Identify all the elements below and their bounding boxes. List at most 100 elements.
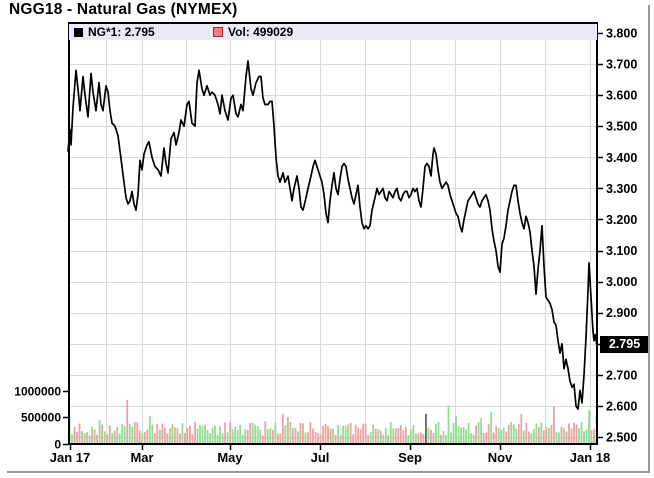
volume-bar — [367, 435, 370, 444]
volume-bar — [309, 421, 312, 444]
date-tick-label: Sep — [398, 450, 422, 465]
volume-bar — [515, 428, 518, 444]
volume-bar — [153, 433, 156, 444]
price-line — [67, 60, 598, 410]
volume-bar — [470, 433, 472, 444]
volume-bar — [314, 432, 317, 444]
volume-bar — [527, 431, 530, 444]
volume-bar — [146, 429, 149, 444]
volume-bar — [354, 424, 357, 444]
plot-border — [68, 22, 598, 445]
volume-bar — [500, 429, 503, 444]
volume-bar — [196, 428, 199, 444]
image-border-right — [648, 5, 650, 473]
volume-bar — [573, 422, 575, 444]
volume-bar — [339, 434, 342, 444]
volume-bar — [337, 425, 339, 444]
volume-bar — [359, 429, 362, 444]
volume-bar — [113, 430, 116, 444]
volume-bar — [394, 428, 397, 444]
volume-bar — [553, 406, 555, 444]
volume-bar — [425, 413, 427, 444]
volume-bar — [319, 434, 322, 444]
volume-bar — [442, 430, 445, 444]
volume-bar — [344, 426, 347, 444]
legend-item-volume: Vol: 499029 — [213, 24, 293, 40]
volume-bar — [148, 416, 151, 444]
volume-bar — [271, 429, 274, 444]
price-tick-label: 2.500 — [606, 431, 637, 445]
volume-bar — [101, 424, 104, 444]
volume-bar — [88, 435, 91, 444]
volume-bar — [106, 434, 109, 444]
volume-bar — [166, 433, 169, 444]
volume-bar — [412, 425, 415, 444]
volume-bar — [427, 427, 430, 444]
axis-ticks — [63, 32, 603, 450]
volume-bar — [98, 420, 101, 444]
volume-bar — [437, 422, 440, 444]
gridlines — [69, 23, 597, 444]
volume-bar — [480, 418, 483, 444]
volume-bar — [161, 423, 164, 444]
volume-bar — [171, 424, 174, 444]
volume-bar — [229, 422, 232, 444]
volume-bar — [447, 405, 450, 444]
image-border-bottom — [7, 471, 650, 473]
volume-bar — [542, 430, 545, 444]
volume-bar — [450, 432, 452, 444]
date-tick-label: Mar — [130, 450, 153, 465]
volume-bar — [284, 425, 287, 444]
volume-bar — [186, 428, 189, 444]
volume-bar — [111, 432, 114, 444]
volume-bar — [221, 433, 224, 444]
volume-bar — [143, 432, 146, 444]
volume-bar — [502, 427, 505, 444]
volume-bar — [118, 433, 121, 444]
volume-bar — [279, 433, 282, 444]
volume-bar — [324, 423, 327, 444]
volume-bar — [482, 433, 485, 444]
volume-bar — [505, 431, 508, 444]
volume-bar — [312, 428, 314, 444]
volume-bar — [432, 432, 435, 444]
volume-bar — [455, 416, 457, 444]
volume-bar — [583, 431, 585, 444]
volume-bar — [588, 410, 590, 444]
volume-bars — [68, 400, 598, 444]
legend-item-price-series: NG*1: 2.795 — [74, 24, 155, 40]
volume-bar — [307, 432, 309, 444]
volume-bar — [495, 425, 498, 444]
volume-bar — [131, 426, 134, 444]
price-tick-label: 3.200 — [606, 213, 637, 227]
volume-legend-label: Vol: 499029 — [228, 25, 294, 39]
volume-bar — [201, 426, 204, 444]
volume-bar — [214, 425, 216, 444]
volume-tick-label: 1000000 — [14, 385, 61, 399]
volume-bar — [254, 424, 257, 444]
volume-bar — [163, 427, 166, 444]
volume-bar — [184, 432, 186, 444]
volume-bar — [329, 428, 332, 444]
volume-bar — [294, 427, 297, 444]
volume-bar — [485, 432, 488, 444]
volume-bar — [274, 422, 277, 444]
volume-bar — [108, 425, 111, 444]
volume-bar — [512, 424, 515, 444]
volume-bar — [349, 422, 352, 444]
volume-bar — [535, 423, 538, 444]
volume-bar — [445, 435, 447, 444]
volume-bar — [510, 421, 513, 444]
volume-bar — [590, 430, 593, 444]
series-swatch-icon — [74, 27, 83, 37]
volume-bar — [364, 423, 367, 444]
volume-bar — [204, 424, 206, 444]
volume-bar — [362, 423, 365, 444]
volume-bar — [465, 429, 467, 444]
price-tick-label: 3.800 — [606, 27, 637, 41]
volume-bar — [357, 427, 360, 444]
volume-bar — [216, 434, 219, 444]
volume-bar — [174, 427, 176, 444]
volume-bar — [269, 427, 272, 444]
